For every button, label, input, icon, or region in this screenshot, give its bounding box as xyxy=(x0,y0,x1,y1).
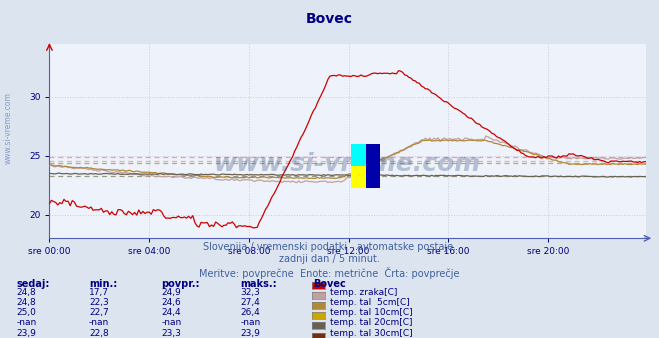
Text: -nan: -nan xyxy=(241,318,261,328)
Text: Slovenija / vremenski podatki - avtomatske postaje.: Slovenija / vremenski podatki - avtomats… xyxy=(203,242,456,252)
Text: zadnji dan / 5 minut.: zadnji dan / 5 minut. xyxy=(279,254,380,264)
Text: 22,7: 22,7 xyxy=(89,308,109,317)
Text: sedaj:: sedaj: xyxy=(16,279,50,289)
Text: www.si-vreme.com: www.si-vreme.com xyxy=(3,93,13,164)
Bar xyxy=(351,166,366,188)
Text: temp. tal 20cm[C]: temp. tal 20cm[C] xyxy=(330,318,413,328)
Text: 24,8: 24,8 xyxy=(16,298,36,307)
Text: 22,3: 22,3 xyxy=(89,298,109,307)
Text: Bovec: Bovec xyxy=(313,279,346,289)
Text: 22,8: 22,8 xyxy=(89,329,109,338)
Text: 25,0: 25,0 xyxy=(16,308,36,317)
Text: -nan: -nan xyxy=(89,318,109,328)
Text: temp. tal  5cm[C]: temp. tal 5cm[C] xyxy=(330,298,410,307)
Text: 24,9: 24,9 xyxy=(161,288,181,297)
Text: 26,4: 26,4 xyxy=(241,308,260,317)
Text: temp. tal 10cm[C]: temp. tal 10cm[C] xyxy=(330,308,413,317)
Text: 23,9: 23,9 xyxy=(241,329,260,338)
Text: 23,3: 23,3 xyxy=(161,329,181,338)
Text: 24,6: 24,6 xyxy=(161,298,181,307)
Text: 24,8: 24,8 xyxy=(16,288,36,297)
Text: maks.:: maks.: xyxy=(241,279,277,289)
Bar xyxy=(366,144,380,188)
Text: 23,9: 23,9 xyxy=(16,329,36,338)
Text: povpr.:: povpr.: xyxy=(161,279,200,289)
Text: 27,4: 27,4 xyxy=(241,298,260,307)
Text: temp. tal 30cm[C]: temp. tal 30cm[C] xyxy=(330,329,413,338)
Text: -nan: -nan xyxy=(161,318,182,328)
Text: 17,7: 17,7 xyxy=(89,288,109,297)
Text: Meritve: povprečne  Enote: metrične  Črta: povprečje: Meritve: povprečne Enote: metrične Črta:… xyxy=(199,267,460,279)
Text: min.:: min.: xyxy=(89,279,117,289)
Text: 32,3: 32,3 xyxy=(241,288,260,297)
Text: Bovec: Bovec xyxy=(306,12,353,26)
Text: -nan: -nan xyxy=(16,318,37,328)
Text: temp. zraka[C]: temp. zraka[C] xyxy=(330,288,397,297)
Text: 24,4: 24,4 xyxy=(161,308,181,317)
Text: www.si-vreme.com: www.si-vreme.com xyxy=(214,152,481,176)
Bar xyxy=(351,144,366,166)
